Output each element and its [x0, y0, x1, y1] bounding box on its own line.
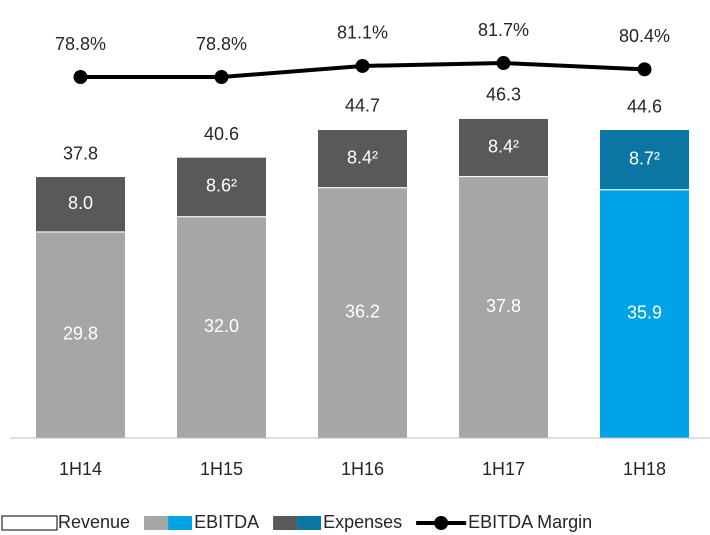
legend-dot: [434, 516, 449, 530]
bar-label: 8.7²: [629, 148, 660, 168]
legend-swatch: [273, 516, 298, 530]
x-tick-label: 1H14: [59, 459, 102, 479]
x-tick-label: 1H16: [341, 459, 384, 479]
bar-segment: [458, 117, 549, 178]
bar-segment: [317, 129, 408, 189]
bar-label: 8.0: [68, 193, 93, 213]
total-label: 37.8: [63, 143, 98, 163]
margin-label: 78.8%: [55, 34, 106, 54]
margin-label: 80.4%: [619, 26, 670, 46]
margin-label: 78.8%: [196, 34, 247, 54]
bar-label: 36.2: [345, 302, 380, 322]
legend-label: Revenue: [58, 512, 130, 532]
margin-label: 81.1%: [337, 23, 388, 43]
legend-swatch: [144, 516, 169, 530]
total-label: 44.7: [345, 96, 380, 116]
legend-label: EBITDA Margin: [468, 512, 592, 532]
bar-segment: [35, 231, 126, 439]
margin-point: [496, 56, 511, 71]
bar-label: 37.8: [486, 296, 521, 316]
bar-label: 8.6²: [206, 176, 237, 196]
bar-label: 32.0: [204, 316, 239, 336]
legend-label: Expenses: [323, 512, 402, 532]
margin-point: [73, 70, 88, 85]
legend-swatch: [297, 516, 322, 530]
margin-point: [355, 58, 370, 73]
total-label: 44.6: [627, 96, 662, 116]
x-tick-label: 1H18: [623, 459, 666, 479]
bar-segment: [317, 187, 408, 439]
bar-segment: [35, 176, 126, 233]
x-tick-label: 1H15: [200, 459, 243, 479]
legend-swatch: [1, 515, 58, 531]
margin-point: [214, 70, 229, 85]
bar-label: 35.9: [627, 303, 662, 323]
bar-segment: [599, 129, 690, 191]
bar-label: 8.4²: [347, 147, 378, 167]
bar-segment: [176, 156, 267, 218]
x-tick-label: 1H17: [482, 459, 525, 479]
total-label: 46.3: [486, 85, 521, 105]
legend-label: EBITDA: [194, 512, 259, 532]
bar-label: 8.4²: [488, 136, 519, 156]
legend-swatch: [168, 516, 193, 530]
total-label: 40.6: [204, 124, 239, 144]
margin-label: 81.7%: [478, 20, 529, 40]
margin-point: [637, 62, 652, 77]
bar-label: 29.8: [63, 324, 98, 344]
